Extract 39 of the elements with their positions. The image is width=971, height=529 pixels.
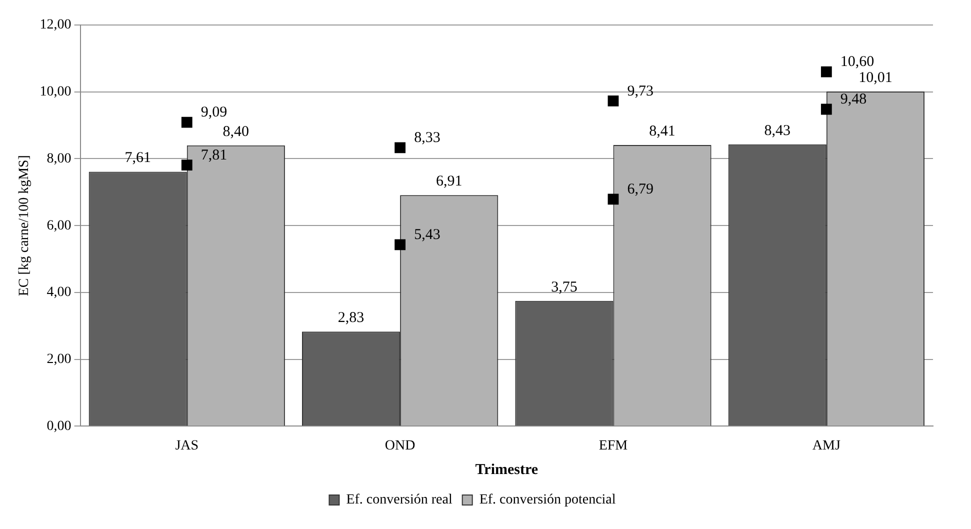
point xyxy=(820,66,832,78)
data-label: 3,75 xyxy=(551,279,578,296)
data-label: 8,43 xyxy=(764,122,791,139)
x-tick-label: EFM xyxy=(598,438,628,454)
data-label: 5,43 xyxy=(414,227,440,244)
legend-label: Ef. conversión real xyxy=(346,492,452,508)
point xyxy=(394,239,406,250)
y-tick-label: 10,00 xyxy=(40,84,72,100)
y-tick-label: 2,00 xyxy=(46,352,72,368)
data-label: 9,09 xyxy=(200,104,228,121)
data-label: 6,79 xyxy=(627,182,654,198)
legend-label: Ef. conversión potencial xyxy=(479,492,616,508)
y-tick-label: 4,00 xyxy=(46,285,72,300)
y-tick-label: 8,00 xyxy=(46,151,72,166)
x-tick-label: OND xyxy=(384,438,416,454)
data-label: 6,91 xyxy=(436,174,462,190)
y-tick-label: 0,00 xyxy=(46,418,72,434)
x-tick-label: AMJ xyxy=(812,438,841,454)
y-tick-label: 6,00 xyxy=(46,218,72,234)
x-axis-title: Trimestre xyxy=(475,462,538,478)
point xyxy=(608,194,619,205)
data-label: 9,73 xyxy=(627,83,654,100)
data-label: 8,41 xyxy=(649,123,676,140)
data-label: 7,61 xyxy=(124,150,151,166)
point xyxy=(181,116,192,128)
data-label: 2,83 xyxy=(338,310,364,326)
point xyxy=(181,160,192,171)
data-label: 9,48 xyxy=(840,92,867,108)
data-label: 10,60 xyxy=(840,54,874,70)
y-tick-label: 12,00 xyxy=(40,18,72,33)
x-tick-label: JAS xyxy=(175,438,199,454)
data-label: 8,40 xyxy=(222,124,250,140)
point xyxy=(394,142,406,154)
data-label: 8,33 xyxy=(414,130,440,146)
point xyxy=(608,95,619,106)
data-label: 10,01 xyxy=(858,70,892,86)
y-axis-title: EC [kg carne/100 kgMS] xyxy=(17,155,32,296)
point xyxy=(820,104,832,115)
data-label: 7,81 xyxy=(200,148,228,164)
